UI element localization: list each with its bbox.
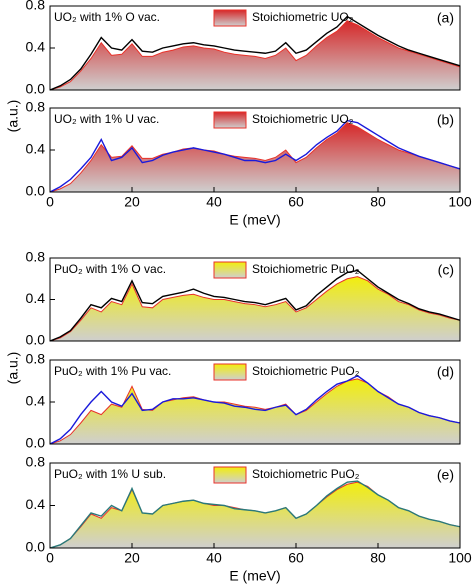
- panel-label: (b): [437, 112, 454, 128]
- panel-label: (d): [437, 364, 454, 380]
- y-tick-label: 0.8: [26, 249, 46, 265]
- legend-swatch: [213, 363, 247, 381]
- legend-swatch: [213, 466, 247, 484]
- x-tick-label: 40: [206, 194, 222, 210]
- x-tick-label: 0: [46, 194, 54, 210]
- y-axis-label: (a.u.): [5, 100, 21, 133]
- legend-label: UO₂ with 1% O vac.: [54, 10, 160, 24]
- legend-label: PuO₂ with 1% Pu vac.: [54, 364, 171, 378]
- legend-label: Stoichiometric PuO₂: [252, 364, 360, 378]
- x-tick-label: 60: [288, 194, 304, 210]
- x-axis-label: E (meV): [229, 568, 280, 584]
- legend-swatch: [213, 9, 247, 27]
- legend-swatch: [213, 111, 247, 129]
- legend-label: Stoichiometric UO₂: [252, 112, 354, 126]
- line: [49, 119, 461, 193]
- y-tick-label: 0.0: [26, 539, 46, 555]
- area: [49, 378, 461, 445]
- area: [49, 481, 461, 549]
- area: [49, 122, 461, 193]
- x-tick-label: 0: [46, 550, 54, 566]
- line: [49, 480, 461, 549]
- y-tick-label: 0.0: [26, 435, 46, 451]
- area: [49, 276, 461, 342]
- y-tick-label: 0.8: [26, 351, 46, 367]
- legend-label: PuO₂ with 1% U sub.: [54, 467, 166, 481]
- line: [49, 374, 461, 445]
- y-tick-label: 0.4: [26, 496, 46, 512]
- legend-label: UO₂ with 1% U vac.: [54, 112, 159, 126]
- y-tick-label: 0.4: [26, 290, 46, 306]
- legend-label: Stoichiometric PuO₂: [252, 262, 360, 276]
- y-tick-label: 0.8: [26, 0, 46, 13]
- panel-label: (e): [437, 467, 454, 483]
- y-tick-label: 0.0: [26, 81, 46, 97]
- x-tick-label: 100: [448, 194, 472, 210]
- x-tick-label: 60: [288, 550, 304, 566]
- line: [49, 15, 461, 91]
- panel-label: (c): [438, 262, 454, 278]
- x-tick-label: 100: [448, 550, 472, 566]
- y-tick-label: 0.4: [26, 141, 46, 157]
- legend-label: Stoichiometric PuO₂: [252, 467, 360, 481]
- x-axis-label: E (meV): [229, 212, 280, 228]
- x-tick-label: 20: [124, 550, 140, 566]
- y-tick-label: 0.0: [26, 332, 46, 348]
- x-tick-label: 20: [124, 194, 140, 210]
- line: [49, 269, 461, 342]
- y-tick-label: 0.0: [26, 183, 46, 199]
- legend-label: PuO₂ with 1% O vac.: [54, 262, 166, 276]
- y-axis-label: (a.u.): [5, 352, 21, 385]
- x-tick-label: 80: [370, 194, 386, 210]
- y-tick-label: 0.4: [26, 393, 46, 409]
- x-tick-label: 80: [370, 550, 386, 566]
- y-tick-label: 0.8: [26, 454, 46, 470]
- area: [49, 20, 461, 91]
- legend-label: Stoichiometric UO₂: [252, 10, 354, 24]
- y-tick-label: 0.4: [26, 39, 46, 55]
- legend-swatch: [213, 261, 247, 279]
- y-tick-label: 0.8: [26, 99, 46, 115]
- x-tick-label: 40: [206, 550, 222, 566]
- panel-label: (a): [437, 10, 454, 26]
